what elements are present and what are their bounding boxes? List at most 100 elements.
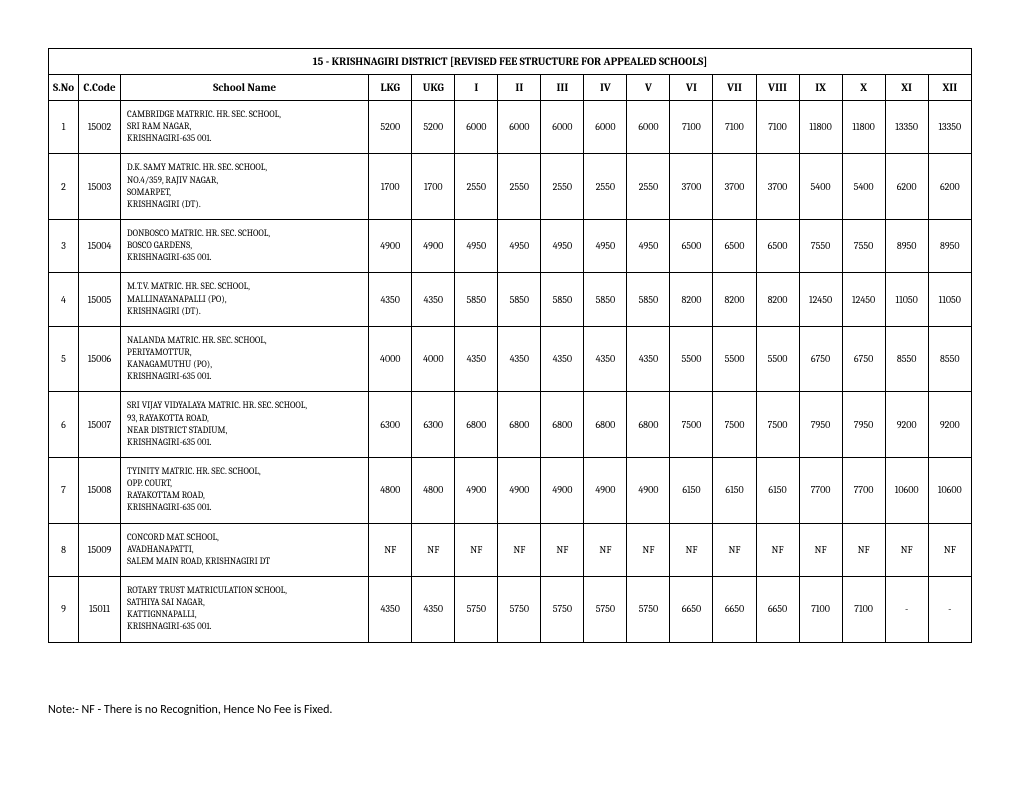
cell-fee: 6750	[842, 326, 885, 392]
cell-fee: NF	[713, 523, 756, 576]
cell-fee: 5200	[412, 101, 455, 154]
cell-fee: NF	[369, 523, 412, 576]
table-row: 915011ROTARY TRUST MATRICULATION SCHOOL,…	[49, 576, 972, 642]
cell-fee: 2550	[627, 154, 670, 220]
cell-fee: 6800	[541, 392, 584, 458]
cell-fee: 12450	[842, 273, 885, 326]
cell-ccode: 15009	[79, 523, 121, 576]
cell-ccode: 15008	[79, 457, 121, 523]
cell-fee: 4350	[584, 326, 627, 392]
cell-fee: 7950	[842, 392, 885, 458]
cell-fee: NF	[928, 523, 971, 576]
cell-fee: 7500	[713, 392, 756, 458]
cell-fee: 7500	[670, 392, 713, 458]
col-sno: S.No	[49, 75, 79, 101]
col-name: School Name	[121, 75, 369, 101]
footnote: Note:- NF - There is no Recognition, Hen…	[48, 703, 972, 717]
cell-fee: 4950	[541, 219, 584, 272]
cell-fee: 5850	[584, 273, 627, 326]
cell-fee: 5750	[498, 576, 541, 642]
cell-fee: 4900	[412, 219, 455, 272]
cell-fee: 4900	[369, 219, 412, 272]
fee-table-body: 115002CAMBRIDGE MATRRIC. HR. SEC. SCHOOL…	[49, 101, 972, 643]
cell-fee: 4000	[369, 326, 412, 392]
cell-ccode: 15005	[79, 273, 121, 326]
cell-fee: 7100	[756, 101, 799, 154]
cell-school-name: CAMBRIDGE MATRRIC. HR. SEC. SCHOOL,SRI R…	[121, 101, 369, 154]
cell-fee: 3700	[756, 154, 799, 220]
col-iv: IV	[584, 75, 627, 101]
cell-sno: 8	[49, 523, 79, 576]
cell-ccode: 15006	[79, 326, 121, 392]
header-row: S.No C.Code School Name LKG UKG I II III…	[49, 75, 972, 101]
cell-fee: 5500	[713, 326, 756, 392]
cell-fee: NF	[412, 523, 455, 576]
cell-fee: 8950	[928, 219, 971, 272]
cell-fee: 5850	[627, 273, 670, 326]
cell-fee: 6300	[369, 392, 412, 458]
cell-fee: 13350	[928, 101, 971, 154]
cell-fee: 2550	[498, 154, 541, 220]
cell-fee: 4800	[369, 457, 412, 523]
cell-fee: 6650	[670, 576, 713, 642]
cell-school-name: NALANDA MATRIC. HR. SEC. SCHOOL,PERIYAMO…	[121, 326, 369, 392]
cell-fee: 8200	[713, 273, 756, 326]
document-title: 15 - KRISHNAGIRI DISTRICT [REVISED FEE S…	[49, 49, 972, 75]
cell-fee: 6650	[756, 576, 799, 642]
cell-sno: 5	[49, 326, 79, 392]
cell-fee: 4950	[627, 219, 670, 272]
cell-fee: NF	[455, 523, 498, 576]
cell-fee: 6650	[713, 576, 756, 642]
cell-fee: 2550	[541, 154, 584, 220]
cell-fee: 3700	[670, 154, 713, 220]
cell-fee: 4900	[498, 457, 541, 523]
cell-school-name: SRI VIJAY VIDYALAYA MATRIC. HR. SEC. SCH…	[121, 392, 369, 458]
cell-fee: NF	[498, 523, 541, 576]
cell-school-name: DONBOSCO MATRIC. HR. SEC. SCHOOL,BOSCO G…	[121, 219, 369, 272]
cell-fee: 4350	[369, 273, 412, 326]
cell-fee: 4950	[498, 219, 541, 272]
cell-fee: 4350	[369, 576, 412, 642]
cell-fee: 6500	[756, 219, 799, 272]
cell-fee: 4950	[455, 219, 498, 272]
cell-fee: 4350	[412, 273, 455, 326]
cell-sno: 7	[49, 457, 79, 523]
cell-fee: 6000	[498, 101, 541, 154]
cell-fee: NF	[885, 523, 928, 576]
cell-fee: 7100	[713, 101, 756, 154]
col-vi: VI	[670, 75, 713, 101]
cell-fee: 6150	[756, 457, 799, 523]
cell-fee: 4950	[584, 219, 627, 272]
cell-fee: 7950	[799, 392, 842, 458]
cell-fee: 11050	[885, 273, 928, 326]
cell-fee: 5500	[670, 326, 713, 392]
cell-ccode: 15004	[79, 219, 121, 272]
cell-fee: 5750	[541, 576, 584, 642]
cell-fee: 2550	[455, 154, 498, 220]
cell-fee: 9200	[885, 392, 928, 458]
cell-fee: 6000	[541, 101, 584, 154]
cell-sno: 9	[49, 576, 79, 642]
cell-fee: 7550	[799, 219, 842, 272]
cell-fee: 6200	[885, 154, 928, 220]
cell-sno: 3	[49, 219, 79, 272]
cell-fee: 11800	[799, 101, 842, 154]
cell-fee: -	[928, 576, 971, 642]
cell-fee: NF	[799, 523, 842, 576]
cell-fee: 6150	[670, 457, 713, 523]
table-row: 815009CONCORD MAT. SCHOOL,AVADHANAPATTI,…	[49, 523, 972, 576]
cell-fee: 6000	[627, 101, 670, 154]
cell-fee: 4900	[455, 457, 498, 523]
cell-fee: 1700	[369, 154, 412, 220]
cell-sno: 1	[49, 101, 79, 154]
cell-fee: 4000	[412, 326, 455, 392]
cell-fee: 6800	[455, 392, 498, 458]
cell-fee: 4900	[541, 457, 584, 523]
cell-fee: 5850	[498, 273, 541, 326]
cell-sno: 6	[49, 392, 79, 458]
title-row: 15 - KRISHNAGIRI DISTRICT [REVISED FEE S…	[49, 49, 972, 75]
cell-fee: 7550	[842, 219, 885, 272]
table-row: 615007SRI VIJAY VIDYALAYA MATRIC. HR. SE…	[49, 392, 972, 458]
cell-fee: 8550	[885, 326, 928, 392]
cell-fee: 6800	[627, 392, 670, 458]
